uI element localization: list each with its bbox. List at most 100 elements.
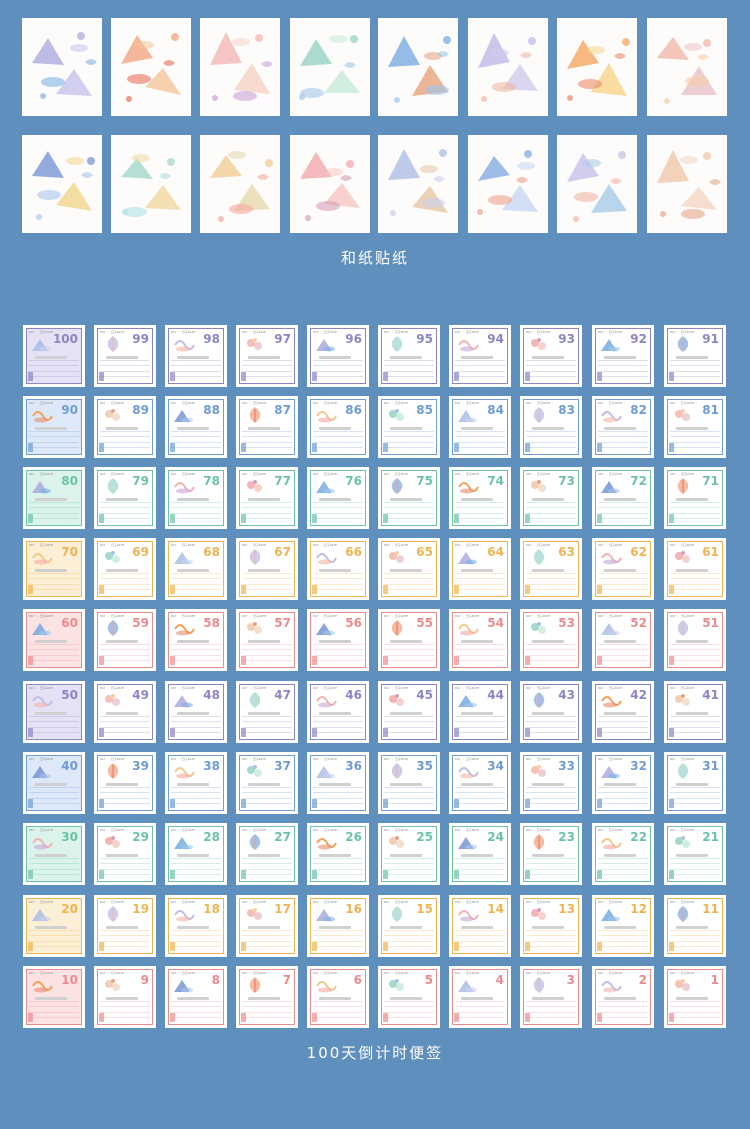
countdown-note: DAY · 日子DATE 57 (236, 609, 298, 671)
day-number: 91 (702, 332, 719, 346)
countdown-note: DAY · 日子DATE 6 (307, 966, 369, 1028)
note-tab (241, 443, 246, 452)
countdown-note: DAY · 日子DATE 78 (165, 467, 227, 529)
note-header: DAY · 日子DATE (242, 900, 267, 904)
note-lines (242, 568, 292, 594)
note-card: DAY · 日子DATE 34 (452, 755, 508, 811)
note-card: DAY · 日子DATE 35 (381, 755, 437, 811)
day-number: 40 (61, 759, 78, 773)
note-tab (383, 514, 388, 523)
note-lines (100, 568, 150, 594)
countdown-note: DAY · 日子DATE 43 (520, 681, 582, 743)
day-number: 69 (132, 545, 149, 559)
countdown-note: DAY · 日子DATE 81 (664, 396, 726, 458)
countdown-note: DAY · 日子DATE 86 (307, 396, 369, 458)
countdown-note: DAY · 日子DATE 44 (449, 681, 511, 743)
note-header: DAY · 日子DATE (455, 330, 480, 334)
note-lines (526, 782, 576, 808)
note-tab (597, 728, 602, 737)
washi-caption: 和纸贴纸 (340, 249, 409, 267)
note-lines (313, 497, 363, 523)
note-tab (525, 656, 530, 665)
day-number: 2 (638, 973, 647, 987)
note-caption-line (532, 427, 564, 430)
countdown-note: DAY · 日子DATE 74 (449, 467, 511, 529)
day-number: 9 (140, 973, 149, 987)
note-tab (170, 870, 175, 879)
day-number: 4 (495, 973, 504, 987)
note-lines (313, 426, 363, 452)
note-lines (242, 853, 292, 879)
note-tab (454, 656, 459, 665)
countdown-note: DAY · 日子DATE 80 (23, 467, 85, 529)
countdown-note: DAY · 日子DATE 21 (664, 823, 726, 885)
countdown-note: DAY · 日子DATE 99 (94, 325, 156, 387)
note-card: DAY · 日子DATE 86 (310, 399, 366, 455)
note-lines (670, 355, 720, 381)
note-card: DAY · 日子DATE 63 (523, 541, 579, 597)
note-caption-line (319, 712, 351, 715)
note-caption-line (676, 569, 708, 572)
day-number: 24 (487, 830, 504, 844)
note-tab (170, 443, 175, 452)
note-card: DAY · 日子DATE 78 (168, 470, 224, 526)
day-number: 67 (274, 545, 291, 559)
note-header: DAY · 日子DATE (455, 686, 480, 690)
countdown-note: DAY · 日子DATE 75 (378, 467, 440, 529)
note-lines (313, 925, 363, 951)
note-card: DAY · 日子DATE 88 (168, 399, 224, 455)
note-lines (670, 996, 720, 1022)
day-number: 18 (203, 902, 220, 916)
day-number: 6 (353, 973, 362, 987)
note-caption-line (248, 926, 280, 929)
note-lines (670, 782, 720, 808)
note-caption-line (248, 498, 280, 501)
day-number: 33 (558, 759, 575, 773)
note-lines (171, 355, 221, 381)
note-tab (99, 372, 104, 381)
note-caption-line (604, 783, 636, 786)
note-caption-line (177, 427, 209, 430)
countdown-note: DAY · 日子DATE 87 (236, 396, 298, 458)
note-tab (669, 728, 674, 737)
note-caption-line (676, 498, 708, 501)
note-tab (525, 942, 530, 951)
note-header: DAY · 日子DATE (670, 828, 695, 832)
countdown-note: DAY · 日子DATE 22 (592, 823, 654, 885)
day-number: 41 (702, 688, 719, 702)
note-lines (171, 782, 221, 808)
note-lines (455, 426, 505, 452)
note-lines (171, 568, 221, 594)
countdown-note: DAY · 日子DATE 91 (664, 325, 726, 387)
note-caption-line (248, 997, 280, 1000)
note-card: DAY · 日子DATE 5 (381, 969, 437, 1025)
note-card: DAY · 日子DATE 28 (168, 826, 224, 882)
day-number: 98 (203, 332, 220, 346)
countdown-note: DAY · 日子DATE 18 (165, 895, 227, 957)
note-caption-line (177, 569, 209, 572)
note-tab (597, 870, 602, 879)
note-tab (669, 656, 674, 665)
note-header: DAY · 日子DATE (29, 543, 54, 547)
day-number: 86 (345, 403, 362, 417)
countdown-note: DAY · 日子DATE 90 (23, 396, 85, 458)
countdown-note: DAY · 日子DATE 82 (592, 396, 654, 458)
note-tab (99, 585, 104, 594)
day-number: 39 (132, 759, 149, 773)
day-number: 57 (274, 616, 291, 630)
note-lines (598, 853, 648, 879)
day-number: 3 (566, 973, 575, 987)
note-card: DAY · 日子DATE 82 (595, 399, 651, 455)
note-tab (170, 1013, 175, 1022)
note-card: DAY · 日子DATE 90 (26, 399, 82, 455)
note-header: DAY · 日子DATE (242, 330, 267, 334)
note-tab (28, 728, 33, 737)
day-number: 93 (558, 332, 575, 346)
day-number: 100 (52, 332, 78, 346)
note-tab (241, 870, 246, 879)
note-tab (383, 942, 388, 951)
washi-sticker-sheet (111, 18, 191, 116)
day-number: 99 (132, 332, 149, 346)
note-caption-line (319, 997, 351, 1000)
note-caption-line (319, 569, 351, 572)
